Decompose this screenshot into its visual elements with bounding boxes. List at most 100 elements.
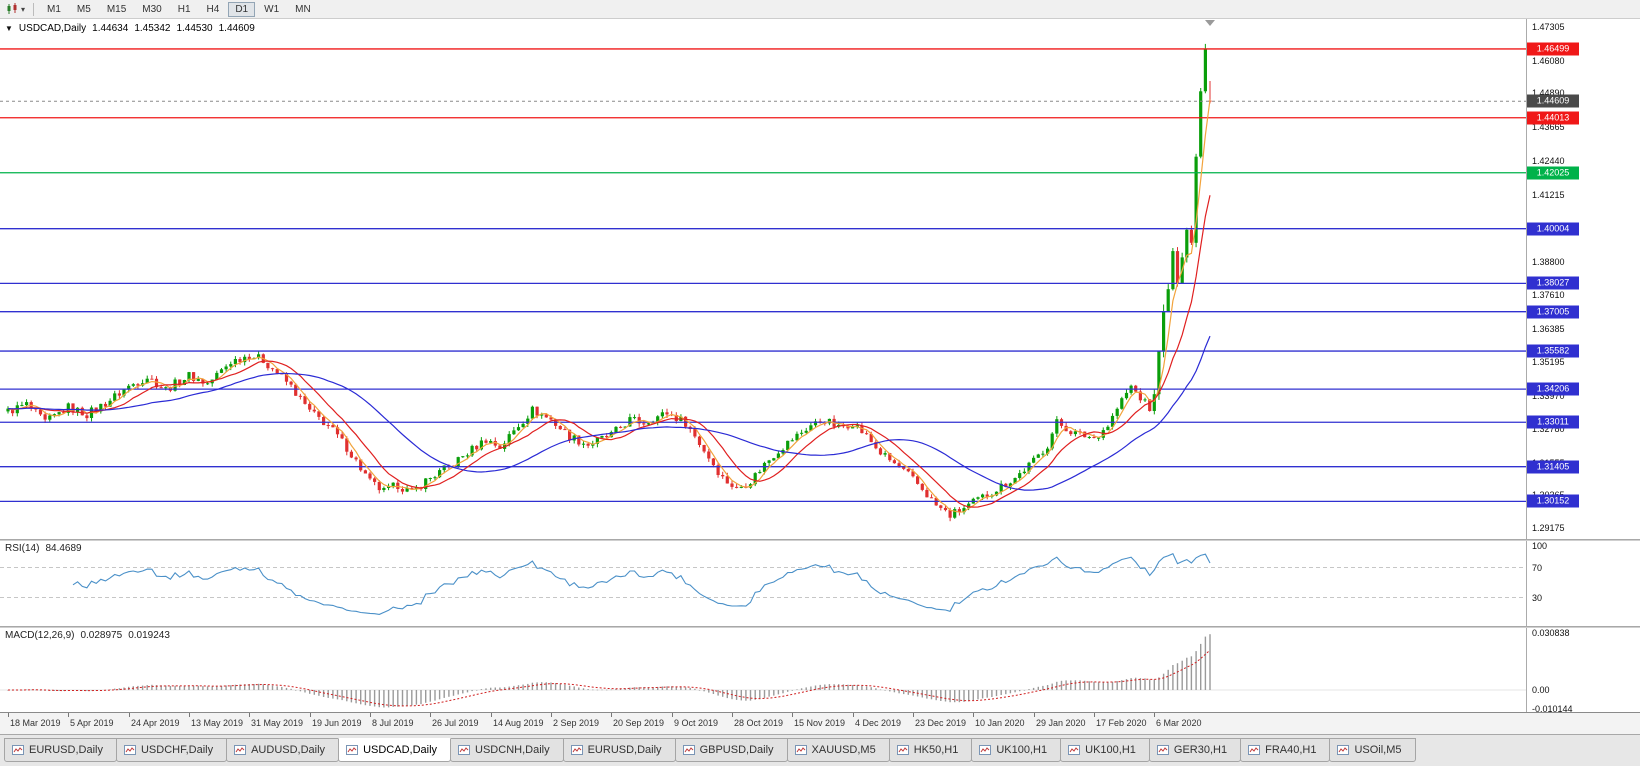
chart-tab-USDCNH-Daily[interactable]: USDCNH,Daily (450, 738, 564, 762)
chart-tab-USDCHF-Daily[interactable]: USDCHF,Daily (115, 738, 228, 762)
chart-tab-UK100-H1[interactable]: UK100,H1 (1060, 738, 1150, 762)
tab-label: EURUSD,Daily (587, 744, 662, 756)
tab-label: USOil,M5 (1354, 744, 1402, 756)
tab-chart-icon (1337, 745, 1350, 755)
toolbar-separator (33, 2, 35, 16)
timeframe-button-W1[interactable]: W1 (264, 3, 280, 15)
rsi-name: RSI(14) (5, 543, 40, 554)
timeframe-button-H1[interactable]: H1 (177, 3, 191, 15)
chart-tabs-bar: EURUSD,Daily USDCHF,Daily AUDUSD,Daily USDC… (0, 734, 1640, 766)
price-tick: 1.47305 (1532, 21, 1565, 32)
price-chart[interactable] (0, 19, 1526, 539)
date-label: 6 Mar 2020 (1156, 718, 1202, 728)
time-tick (189, 713, 190, 717)
rsi-panel[interactable]: 100 70 30 RSI(14) 84.4689 (0, 541, 1640, 626)
chart-tab-GBPUSD-Daily[interactable]: GBPUSD,Daily (674, 738, 788, 762)
rsi-chart[interactable] (0, 541, 1526, 626)
macd-tick: -0.010144 (1532, 703, 1573, 712)
price-tick: 1.36385 (1532, 323, 1565, 334)
date-label: 5 Apr 2019 (70, 718, 114, 728)
chart-type-caret-icon[interactable]: ▾ (21, 4, 26, 14)
time-tick (129, 713, 130, 717)
chart-symbol-period: USDCAD,Daily (18, 23, 87, 34)
tab-label: HK50,H1 (913, 744, 959, 756)
chart-type-icon[interactable] (3, 2, 21, 17)
price-tick: 1.35195 (1532, 356, 1565, 367)
time-axis[interactable]: 18 Mar 2019 5 Apr 2019 24 Apr 2019 13 May 2… (0, 712, 1640, 734)
tab-chart-icon (979, 745, 992, 755)
rsi-tick: 70 (1532, 562, 1543, 573)
current-price-badge: 1.44609 (1527, 94, 1579, 108)
price-tick: 1.33970 (1532, 390, 1565, 401)
timeframe-button-H4[interactable]: H4 (206, 3, 220, 15)
date-label: 13 May 2019 (191, 718, 244, 728)
time-tick (973, 713, 974, 717)
macd-label: MACD(12,26,9) 0.028975 0.019243 (5, 630, 170, 641)
time-tick (853, 713, 854, 717)
tab-chart-icon (896, 745, 909, 755)
tab-chart-icon (346, 745, 359, 755)
timeframe-button-D1[interactable]: D1 (228, 1, 256, 17)
macd-chart[interactable] (0, 628, 1526, 712)
chart-tab-HK50-H1[interactable]: HK50,H1 (888, 738, 973, 762)
panel-splitter[interactable] (0, 626, 1640, 628)
tab-label: USDCHF,Daily (140, 744, 214, 756)
price-level-badge: 1.30152 (1527, 494, 1579, 508)
chart-tab-EURUSD-Daily[interactable]: EURUSD,Daily (562, 738, 676, 762)
chart-tab-XAUUSD-M5[interactable]: XAUUSD,M5 (786, 738, 890, 762)
price-tick: 1.38800 (1532, 257, 1565, 267)
date-label: 17 Feb 2020 (1096, 718, 1147, 728)
macd-scale[interactable]: 0.030838 0.00 -0.010144 (1526, 628, 1640, 712)
tab-label: USDCAD,Daily (363, 744, 438, 756)
tab-label: GBPUSD,Daily (699, 744, 774, 756)
price-tick: 1.42440 (1532, 156, 1565, 167)
timeframe-button-M15[interactable]: M15 (106, 3, 127, 15)
price-level-badge: 1.40004 (1527, 222, 1579, 236)
date-label: 26 Jul 2019 (432, 718, 479, 728)
panel-splitter[interactable] (0, 539, 1640, 541)
chart-tab-GER30-H1[interactable]: GER30,H1 (1148, 738, 1242, 762)
time-tick (732, 713, 733, 717)
rsi-value: 84.4689 (45, 543, 82, 554)
price-level-badge: 1.34206 (1527, 382, 1579, 396)
chart-tab-UK100-H1[interactable]: UK100,H1 (971, 738, 1062, 762)
date-label: 19 Jun 2019 (312, 718, 362, 728)
tab-chart-icon (1248, 745, 1261, 755)
one-click-trading-icon[interactable]: ▼ (5, 24, 13, 33)
chart-tab-FRA40-H1[interactable]: FRA40,H1 (1240, 738, 1331, 762)
price-level-badge: 1.33011 (1527, 415, 1579, 429)
date-label: 9 Oct 2019 (674, 718, 719, 728)
chart-shift-marker-icon[interactable] (1205, 20, 1215, 26)
time-tick (370, 713, 371, 717)
time-tick (68, 713, 69, 717)
macd-panel[interactable]: 0.030838 0.00 -0.010144 MACD(12,26,9) 0.02… (0, 628, 1640, 712)
rsi-label: RSI(14) 84.4689 (5, 543, 82, 554)
ohlc-open: 1.44634 (92, 23, 129, 34)
timeframe-button-M30[interactable]: M30 (142, 3, 162, 15)
date-label: 14 Aug 2019 (493, 718, 544, 728)
macd-name: MACD(12,26,9) (5, 630, 75, 641)
price-level-badge: 1.37005 (1527, 305, 1579, 319)
date-label: 2 Sep 2019 (553, 718, 600, 728)
price-scale[interactable]: 1.47305 1.46080 1.44890 1.43665 1.42440 1.412… (1526, 19, 1640, 539)
rsi-tick: 30 (1532, 592, 1543, 603)
rsi-scale[interactable]: 100 70 30 (1526, 541, 1640, 626)
tab-label: GER30,H1 (1173, 744, 1228, 756)
price-level-badge: 1.35582 (1527, 344, 1579, 358)
date-label: 20 Sep 2019 (613, 718, 665, 728)
tab-label: FRA40,H1 (1265, 744, 1317, 756)
time-tick (430, 713, 431, 717)
tab-chart-icon (794, 745, 807, 755)
chart-tab-EURUSD-Daily[interactable]: EURUSD,Daily (4, 738, 117, 762)
date-label: 8 Jul 2019 (372, 718, 414, 728)
tab-chart-icon (234, 745, 247, 755)
date-label: 18 Mar 2019 (10, 718, 61, 728)
time-tick (1034, 713, 1035, 717)
chart-tab-USOil-M5[interactable]: USOil,M5 (1329, 738, 1416, 762)
chart-tab-USDCAD-Daily[interactable]: USDCAD,Daily (338, 738, 452, 762)
chart-tab-AUDUSD-Daily[interactable]: AUDUSD,Daily (226, 738, 340, 762)
main-chart-panel[interactable]: 1.47305 1.46080 1.44890 1.43665 1.42440 1.412… (0, 19, 1640, 539)
timeframe-button-MN[interactable]: MN (295, 3, 311, 15)
timeframe-button-M1[interactable]: M1 (47, 3, 61, 15)
timeframe-button-M5[interactable]: M5 (76, 3, 91, 15)
